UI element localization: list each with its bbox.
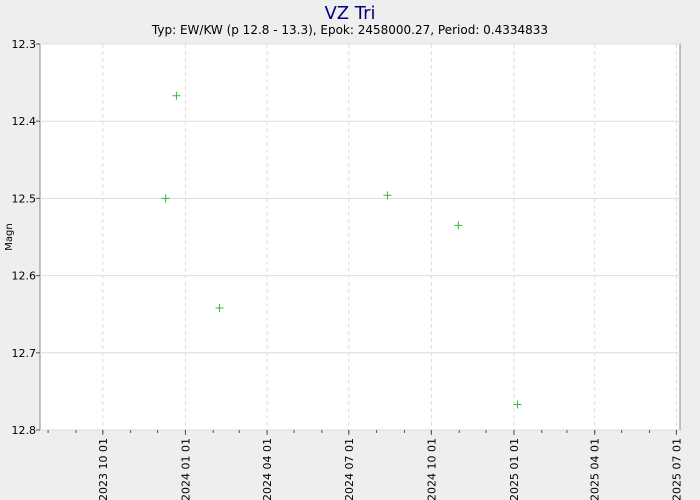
x-tick-label: 2024 04 01 (261, 438, 274, 500)
data-point (513, 400, 522, 409)
x-axis: 2023 10 01 2024 01 01 2024 04 01 2024 07 01… (47, 430, 683, 500)
chart-title: VZ Tri (324, 3, 375, 24)
y-tick-label: 12.4 (12, 115, 37, 128)
y-axis-label: Magn (4, 223, 15, 250)
data-points (161, 91, 522, 409)
y-axis: 12.3 12.4 12.5 12.6 12.7 12.8 (12, 38, 40, 437)
chart-subtitle: Typ: EW/KW (p 12.8 - 13.3), Epok: 245800… (151, 23, 548, 37)
data-point (454, 221, 463, 230)
x-tick-label: 2024 01 01 (179, 438, 192, 500)
plot-area (39, 43, 681, 431)
y-tick-label: 12.5 (12, 192, 37, 205)
y-tick-label: 12.7 (12, 347, 37, 360)
x-tick-label: 2023 10 01 (97, 438, 110, 500)
x-tick-label: 2024 10 01 (425, 438, 438, 500)
y-tick-label: 12.3 (12, 38, 37, 51)
x-tick-label: 2025 07 01 (670, 438, 683, 500)
data-point (215, 304, 224, 313)
x-tick-label: 2024 07 01 (343, 438, 356, 500)
y-tick-label: 12.8 (12, 424, 37, 437)
data-point (172, 91, 181, 100)
grid (40, 43, 680, 431)
y-tick-label: 12.6 (12, 270, 37, 283)
x-tick-label: 2025 04 01 (589, 438, 602, 500)
data-point (383, 191, 392, 200)
data-point (161, 194, 170, 203)
x-tick-label: 2025 01 01 (508, 438, 521, 500)
